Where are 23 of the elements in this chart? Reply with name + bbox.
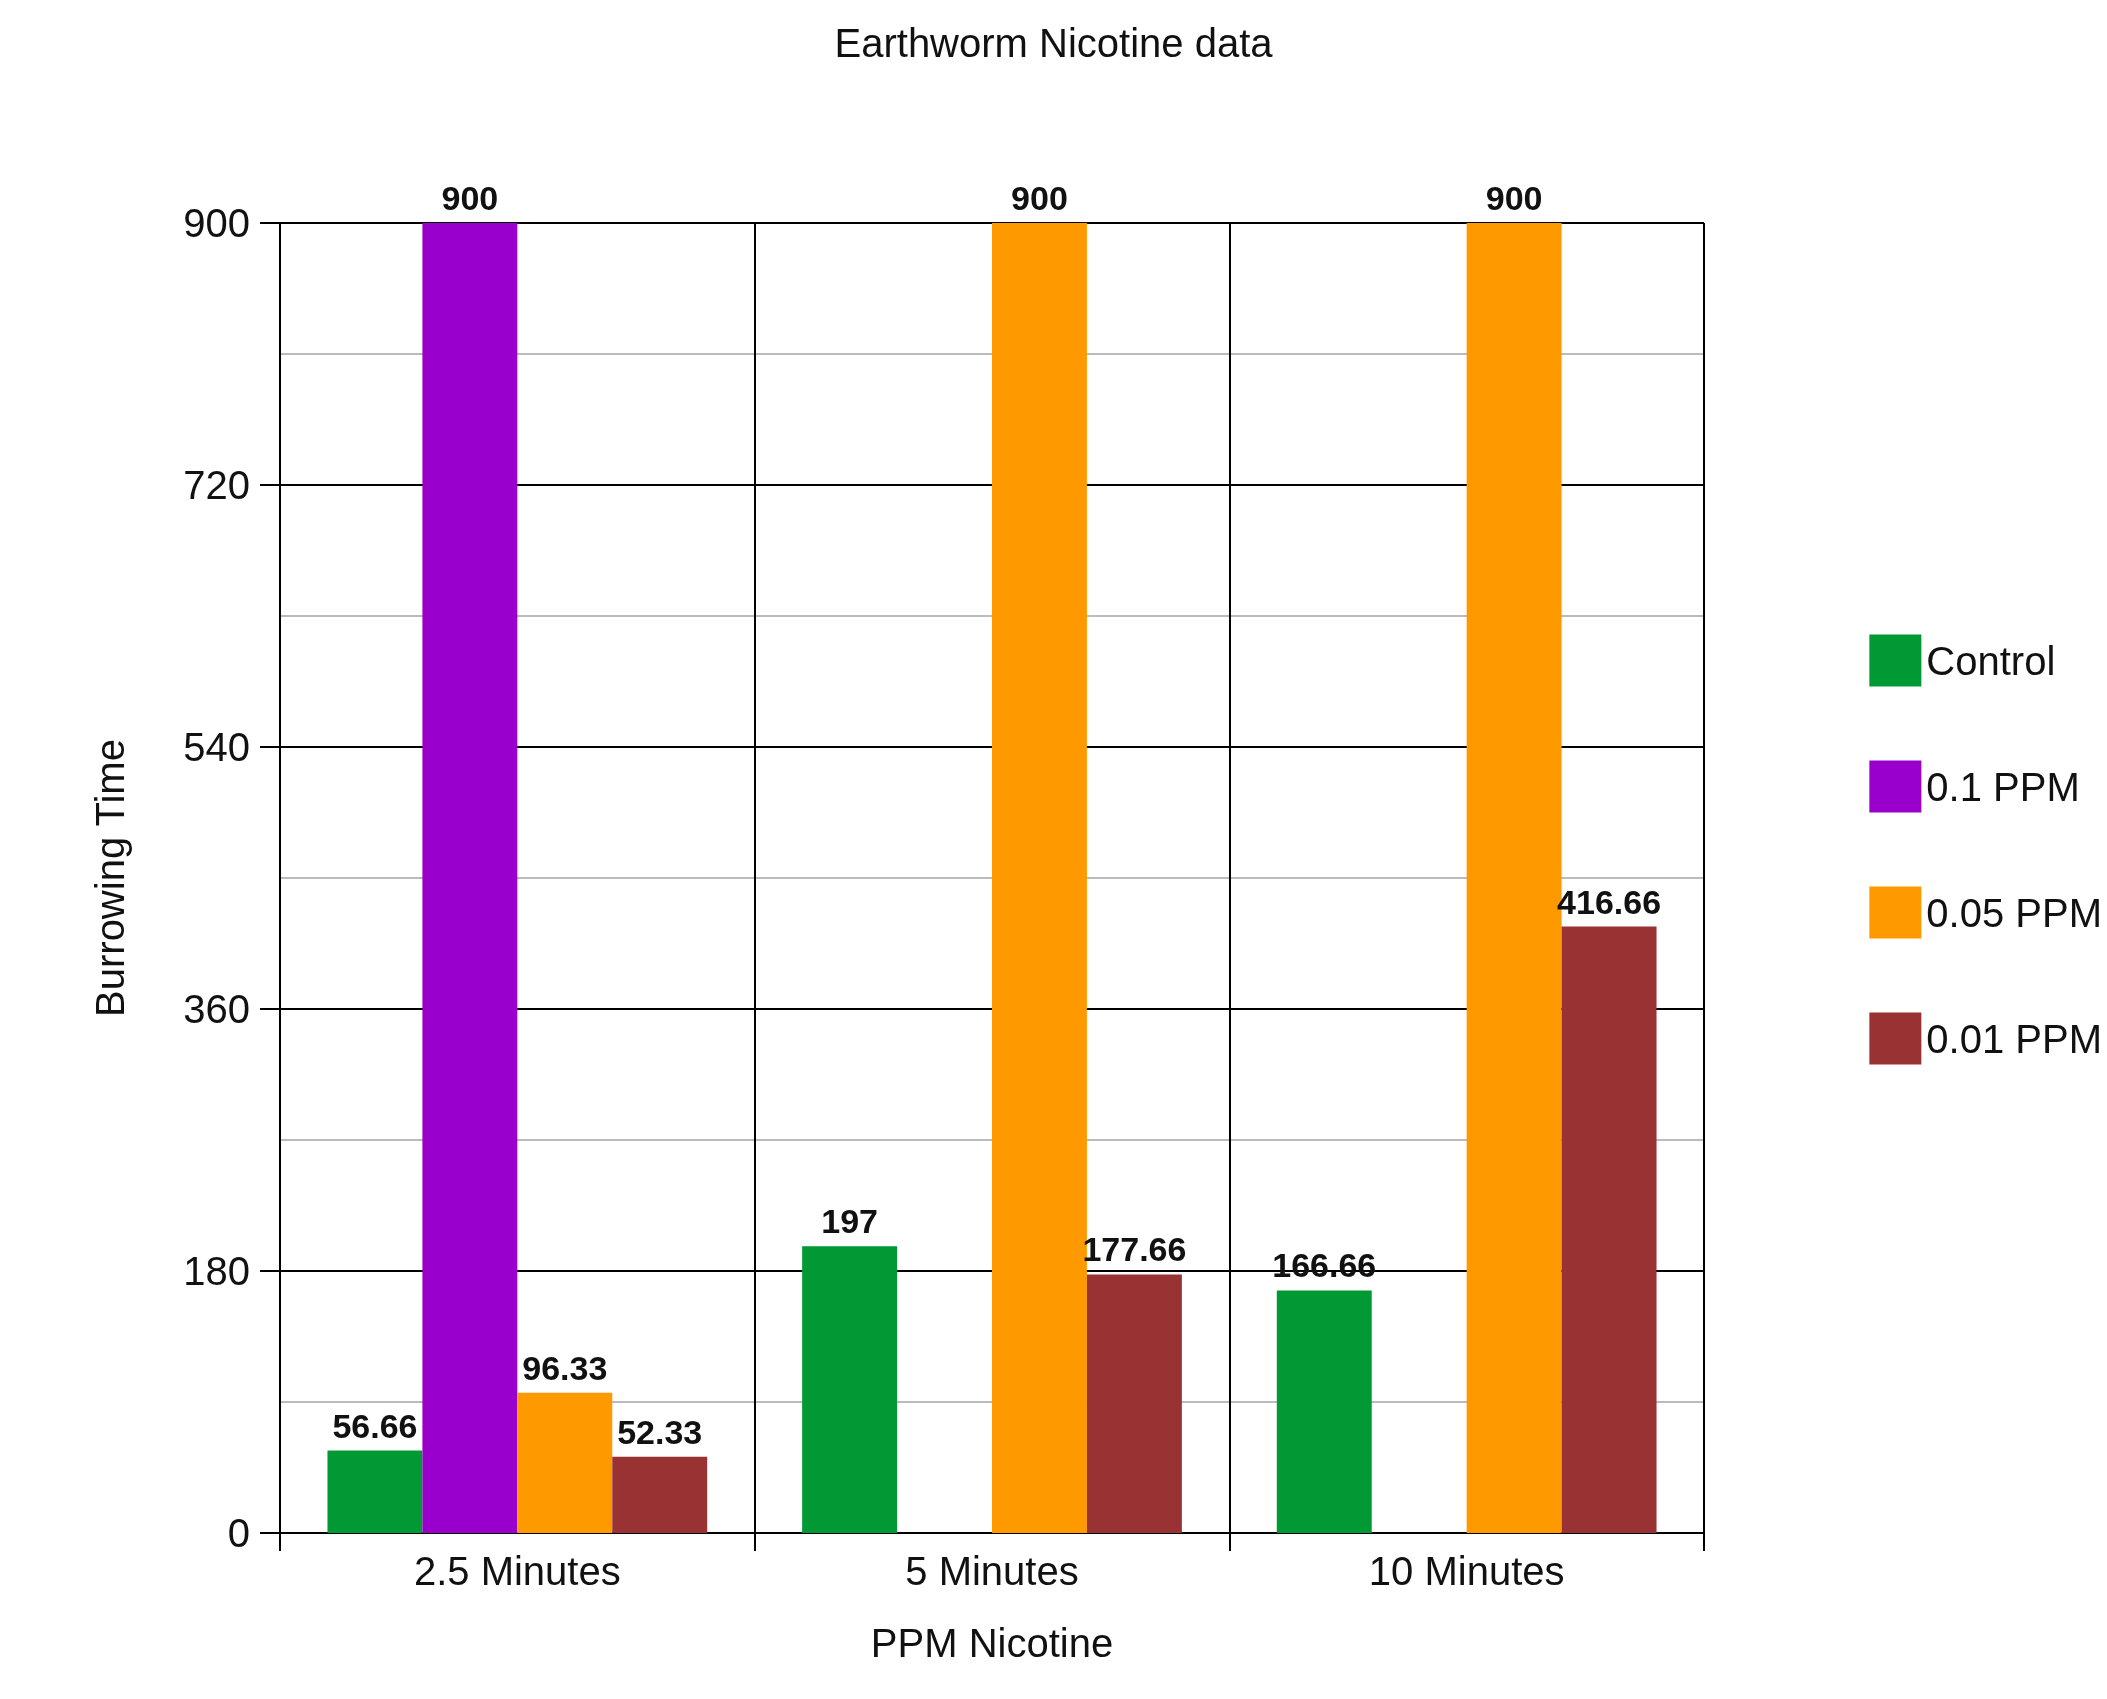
data-label: 900: [441, 179, 499, 217]
legend-label: Control: [1926, 638, 2056, 683]
x-tick-label: 10 Minutes: [1368, 1549, 1565, 1593]
y-tick-label: 720: [183, 463, 250, 507]
data-label: 900: [1011, 179, 1068, 217]
legend-label: 0.01 PPM: [1926, 1016, 2103, 1061]
data-label: 56.66: [332, 1406, 418, 1445]
y-tick-label: 0: [227, 1511, 250, 1555]
x-tick-label: 2.5 Minutes: [413, 1549, 621, 1593]
x-axis-title: PPM Nicotine: [870, 1621, 1114, 1665]
data-label: 52.33: [617, 1412, 703, 1451]
y-tick-label: 540: [183, 725, 250, 769]
legend-label: 0.1 PPM: [1926, 764, 2080, 809]
data-label: 96.33: [522, 1348, 608, 1387]
chart-title: Earthworm Nicotine data: [834, 21, 1274, 65]
x-tick-label: 5 Minutes: [905, 1549, 1079, 1593]
y-tick-label: 180: [183, 1249, 250, 1293]
legend-label: 0.05 PPM: [1926, 890, 2103, 935]
y-tick-label: 360: [183, 987, 250, 1031]
data-label: 197: [821, 1202, 878, 1241]
data-label: 900: [1485, 179, 1543, 217]
y-axis-title: Burrowing Time: [88, 739, 132, 1017]
y-tick-label: 900: [183, 201, 250, 245]
